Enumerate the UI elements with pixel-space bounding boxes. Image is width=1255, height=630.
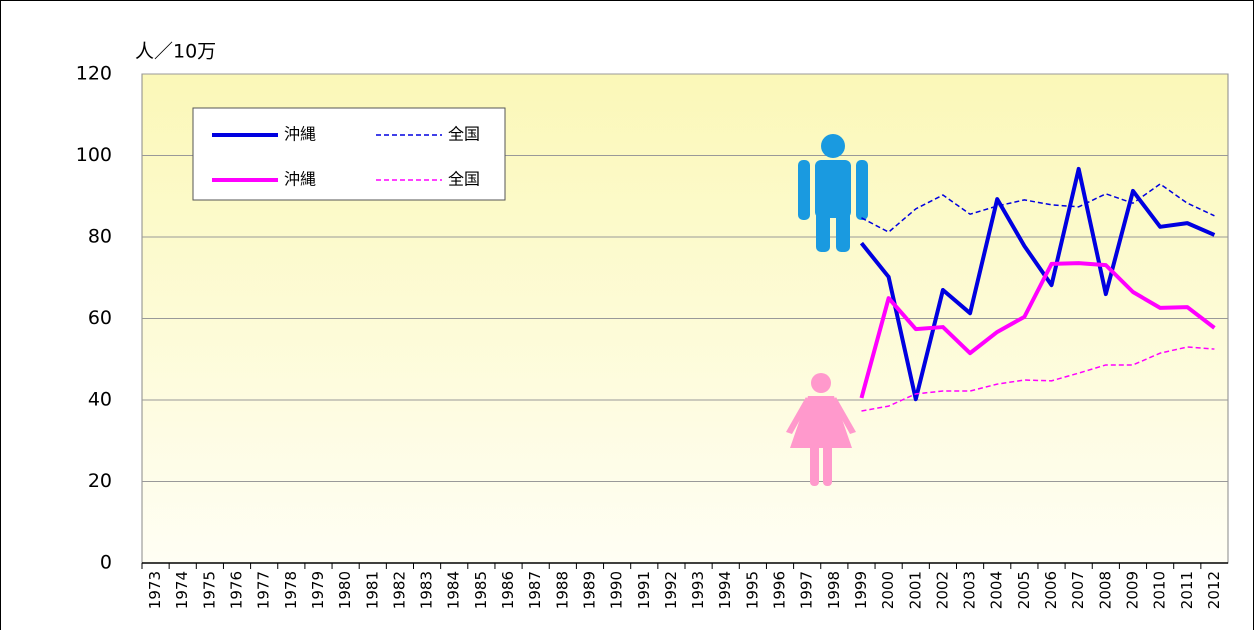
- legend-label: 全国: [448, 170, 480, 189]
- x-tick-label: 1983: [418, 571, 436, 609]
- x-tick-label: 2011: [1178, 571, 1196, 609]
- y-axis-label: 人／10万: [135, 41, 216, 63]
- x-tick-label: 2005: [1015, 571, 1033, 609]
- x-tick-label: 1991: [635, 571, 653, 609]
- x-tick-label: 1977: [255, 571, 273, 609]
- x-tick-label: 1976: [228, 571, 246, 609]
- legend: [192, 107, 506, 201]
- x-tick-label: 1994: [716, 571, 734, 609]
- x-tick-label: 2009: [1123, 571, 1141, 609]
- series-line: [859, 261, 1216, 399]
- x-tick-label: 2012: [1205, 571, 1223, 609]
- x-tick-label: 1982: [390, 571, 408, 609]
- x-tick-label: 1975: [200, 571, 218, 609]
- x-tick-label: 2003: [961, 571, 979, 609]
- x-tick-label: 1995: [743, 571, 761, 609]
- y-tick-label: 120: [76, 63, 112, 85]
- x-tick-label: 1985: [472, 571, 490, 609]
- icons: [786, 134, 868, 486]
- x-tick-label: 1973: [146, 571, 164, 609]
- x-tick-label: 2002: [933, 571, 951, 609]
- x-tick-label: 1974: [173, 571, 191, 609]
- x-tick-label: 1984: [445, 571, 463, 609]
- y-tick-label: 0: [100, 552, 112, 574]
- x-tick-label: 2008: [1096, 571, 1114, 609]
- series-line: [861, 346, 1215, 412]
- x-tick-label: 1990: [608, 571, 626, 609]
- y-tick-label: 80: [88, 226, 112, 248]
- x-tick-label: 2010: [1151, 571, 1169, 609]
- y-tick-label: 60: [88, 307, 112, 329]
- x-tick-label: 2004: [988, 571, 1006, 609]
- female-icon: [786, 373, 856, 486]
- x-tick-label: 1987: [526, 571, 544, 609]
- x-tick-label: 2007: [1069, 571, 1087, 609]
- x-tick-label: 1999: [852, 571, 870, 609]
- x-tick-label: 1993: [689, 571, 707, 609]
- series-line: [859, 166, 1216, 402]
- x-tick-label: 2006: [1042, 571, 1060, 609]
- x-tick-label: 1980: [336, 571, 354, 609]
- y-tick-label: 20: [88, 470, 112, 492]
- x-tick-label: 1986: [499, 571, 517, 609]
- y-tick-label: 40: [88, 389, 112, 411]
- male-icon: [798, 134, 868, 252]
- y-tick-label: 100: [76, 144, 112, 166]
- x-tick-label: 2001: [906, 571, 924, 609]
- x-tick-label: 1997: [798, 571, 816, 609]
- x-tick-label: 1992: [662, 571, 680, 609]
- x-tick-label: 1979: [309, 571, 327, 609]
- x-tick-label: 1989: [580, 571, 598, 609]
- x-tick-label: 1988: [553, 571, 571, 609]
- legend-label: 全国: [448, 125, 480, 144]
- x-tick-label: 1996: [771, 571, 789, 609]
- legend-label: 沖縄: [284, 170, 316, 189]
- x-tick-label: 1998: [825, 571, 843, 609]
- series-line: [861, 183, 1215, 233]
- x-tick-label: 1978: [282, 571, 300, 609]
- x-tick-label: 2000: [879, 571, 897, 609]
- x-tick-label: 1981: [363, 571, 381, 609]
- legend-label: 沖縄: [284, 125, 316, 144]
